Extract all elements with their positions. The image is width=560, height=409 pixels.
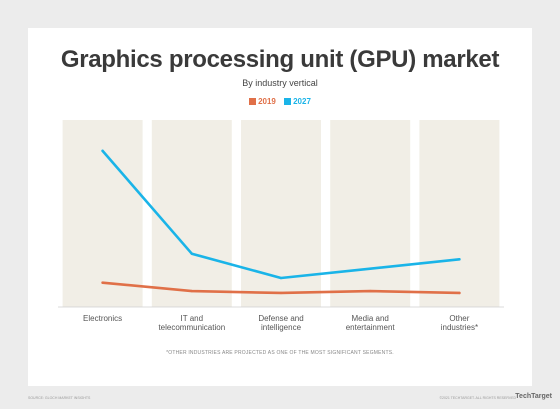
legend-item-2027: 2027	[284, 97, 311, 106]
legend-label-2027: 2027	[293, 97, 311, 106]
x-tick-label: Electronics	[83, 314, 122, 323]
x-tick-label: Defense and intelligence	[258, 314, 303, 332]
data-point-2019	[458, 291, 461, 295]
category-band	[419, 120, 500, 307]
footnote: *OTHER INDUSTRIES ARE PROJECTED AS ONE O…	[166, 350, 394, 356]
category-band	[62, 120, 143, 307]
category-band	[330, 120, 411, 307]
brand-logo: TechTarget	[515, 393, 552, 400]
chart-subtitle: By industry vertical	[242, 78, 318, 88]
category-band	[151, 120, 232, 307]
x-axis-labels: Electronics IT and telecommunication Defens…	[83, 314, 478, 332]
data-point-2019	[101, 281, 104, 284]
copyright-credit: ©2021 TECHTARGET. ALL RIGHTS RESERVED	[439, 396, 516, 400]
data-point-2027	[369, 267, 372, 270]
legend-swatch-2019	[249, 98, 257, 105]
data-point-2027	[190, 252, 193, 255]
x-tick-label: Other industries*	[441, 314, 478, 332]
source-credit: SOURCE: GLOCH MARKET INSIGHTS	[28, 396, 91, 400]
x-tick-label: IT and telecommunication	[158, 314, 225, 332]
x-tick-label: Media and entertainment	[346, 314, 396, 332]
legend-swatch-2027	[284, 98, 292, 105]
chart-title: Graphics processing unit (GPU) market	[60, 46, 500, 73]
data-point-2027	[458, 258, 461, 261]
data-point-2027	[101, 149, 104, 153]
legend-label-2019: 2019	[258, 97, 276, 106]
data-point-2019	[369, 289, 372, 293]
legend: 2019 2027	[0, 97, 560, 106]
legend-item-2019: 2019	[249, 97, 276, 106]
data-point-2019	[279, 291, 283, 295]
data-point-2027	[279, 276, 283, 280]
data-point-2019	[190, 289, 193, 293]
series-lines	[101, 149, 461, 295]
